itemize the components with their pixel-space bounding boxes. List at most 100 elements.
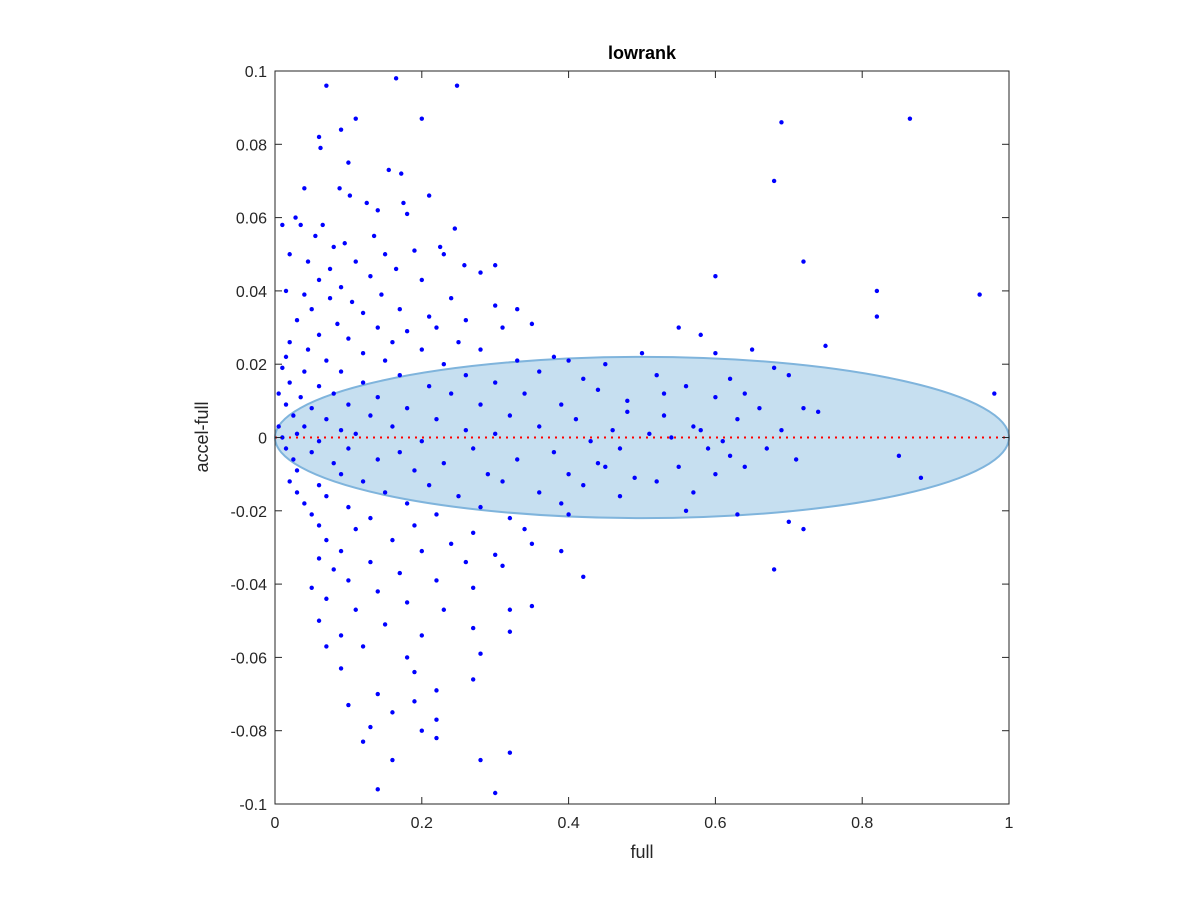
data-point [294, 318, 300, 323]
data-point [470, 530, 476, 535]
data-point [500, 325, 505, 330]
data-point [537, 490, 542, 495]
data-point [493, 552, 498, 557]
data-point [478, 504, 483, 510]
data-point [294, 431, 300, 437]
data-point [478, 402, 483, 407]
data-point [507, 515, 513, 521]
data-point [287, 340, 292, 345]
data-point [382, 622, 388, 627]
data-point [801, 405, 806, 411]
data-point [390, 424, 395, 429]
data-point [397, 449, 402, 455]
data-point [298, 394, 303, 400]
x-tick-label: 0 [271, 815, 280, 832]
data-point [280, 365, 285, 371]
data-point [346, 504, 351, 510]
data-point [347, 193, 353, 198]
data-point [353, 431, 358, 437]
data-point [324, 537, 329, 543]
data-point [338, 285, 344, 290]
data-point [397, 570, 402, 576]
y-tick-label: -0.04 [231, 577, 268, 594]
data-point [515, 358, 520, 363]
data-point [522, 526, 527, 532]
data-point [742, 391, 747, 396]
data-point [977, 292, 982, 297]
data-point [302, 292, 307, 297]
data-point [434, 688, 439, 693]
data-point [463, 427, 469, 433]
data-point [379, 292, 384, 297]
data-point [625, 398, 630, 404]
data-point [500, 563, 505, 568]
data-point [404, 405, 410, 411]
axes-layer: 0 0.2 0.4 0.6 0.8 1 -0.1 -0.08 -0.06 -0.04 -0.02 0 0… [231, 64, 1014, 832]
x-tick-label: 0.4 [557, 815, 579, 832]
data-point [316, 556, 322, 561]
data-point [566, 512, 571, 517]
data-point [823, 343, 828, 349]
data-point [441, 460, 447, 466]
data-point [353, 526, 358, 532]
data-point [632, 475, 637, 481]
y-axis-label: accel-full [192, 401, 212, 472]
data-point [478, 757, 483, 763]
data-point [559, 501, 564, 506]
data-point [470, 446, 476, 451]
data-point [727, 376, 733, 382]
data-point [771, 567, 777, 572]
data-point [434, 717, 439, 722]
data-point [360, 739, 366, 744]
data-point [441, 607, 447, 612]
data-point [727, 453, 733, 459]
data-point [316, 523, 322, 528]
data-point [338, 471, 344, 477]
data-point [390, 710, 395, 715]
data-point [360, 380, 366, 385]
chart-title: lowrank [608, 43, 677, 63]
data-point [316, 383, 322, 389]
data-point [801, 259, 806, 264]
data-point [294, 490, 300, 495]
data-point [346, 160, 351, 165]
data-point [801, 526, 806, 532]
data-point [713, 471, 718, 477]
data-point [441, 252, 447, 257]
data-point [309, 512, 314, 517]
data-point [757, 405, 762, 411]
data-point [992, 391, 997, 396]
data-point [515, 457, 520, 462]
data-point [691, 490, 696, 495]
data-point [566, 471, 571, 477]
data-point [749, 347, 755, 352]
data-point [507, 413, 513, 418]
data-point [456, 493, 461, 499]
data-point [390, 757, 395, 763]
data-point [478, 651, 483, 656]
data-point [316, 277, 322, 283]
data-point [786, 372, 791, 378]
data-point [639, 351, 645, 356]
data-point [360, 351, 366, 356]
data-point [454, 83, 460, 88]
data-point [720, 438, 725, 444]
data-point [419, 116, 424, 121]
data-point [404, 600, 410, 605]
data-point [375, 208, 380, 213]
data-point [581, 376, 586, 382]
data-point [559, 548, 564, 554]
data-point [346, 578, 351, 583]
data-point [603, 362, 608, 367]
data-point [346, 702, 351, 708]
data-point [654, 479, 659, 484]
data-point [426, 314, 432, 319]
data-point [293, 215, 298, 220]
data-point [470, 585, 476, 590]
data-point [610, 427, 615, 433]
data-point [595, 387, 601, 393]
data-point [338, 127, 344, 132]
data-point [331, 567, 336, 572]
data-point [346, 336, 351, 341]
data-point [581, 574, 586, 579]
